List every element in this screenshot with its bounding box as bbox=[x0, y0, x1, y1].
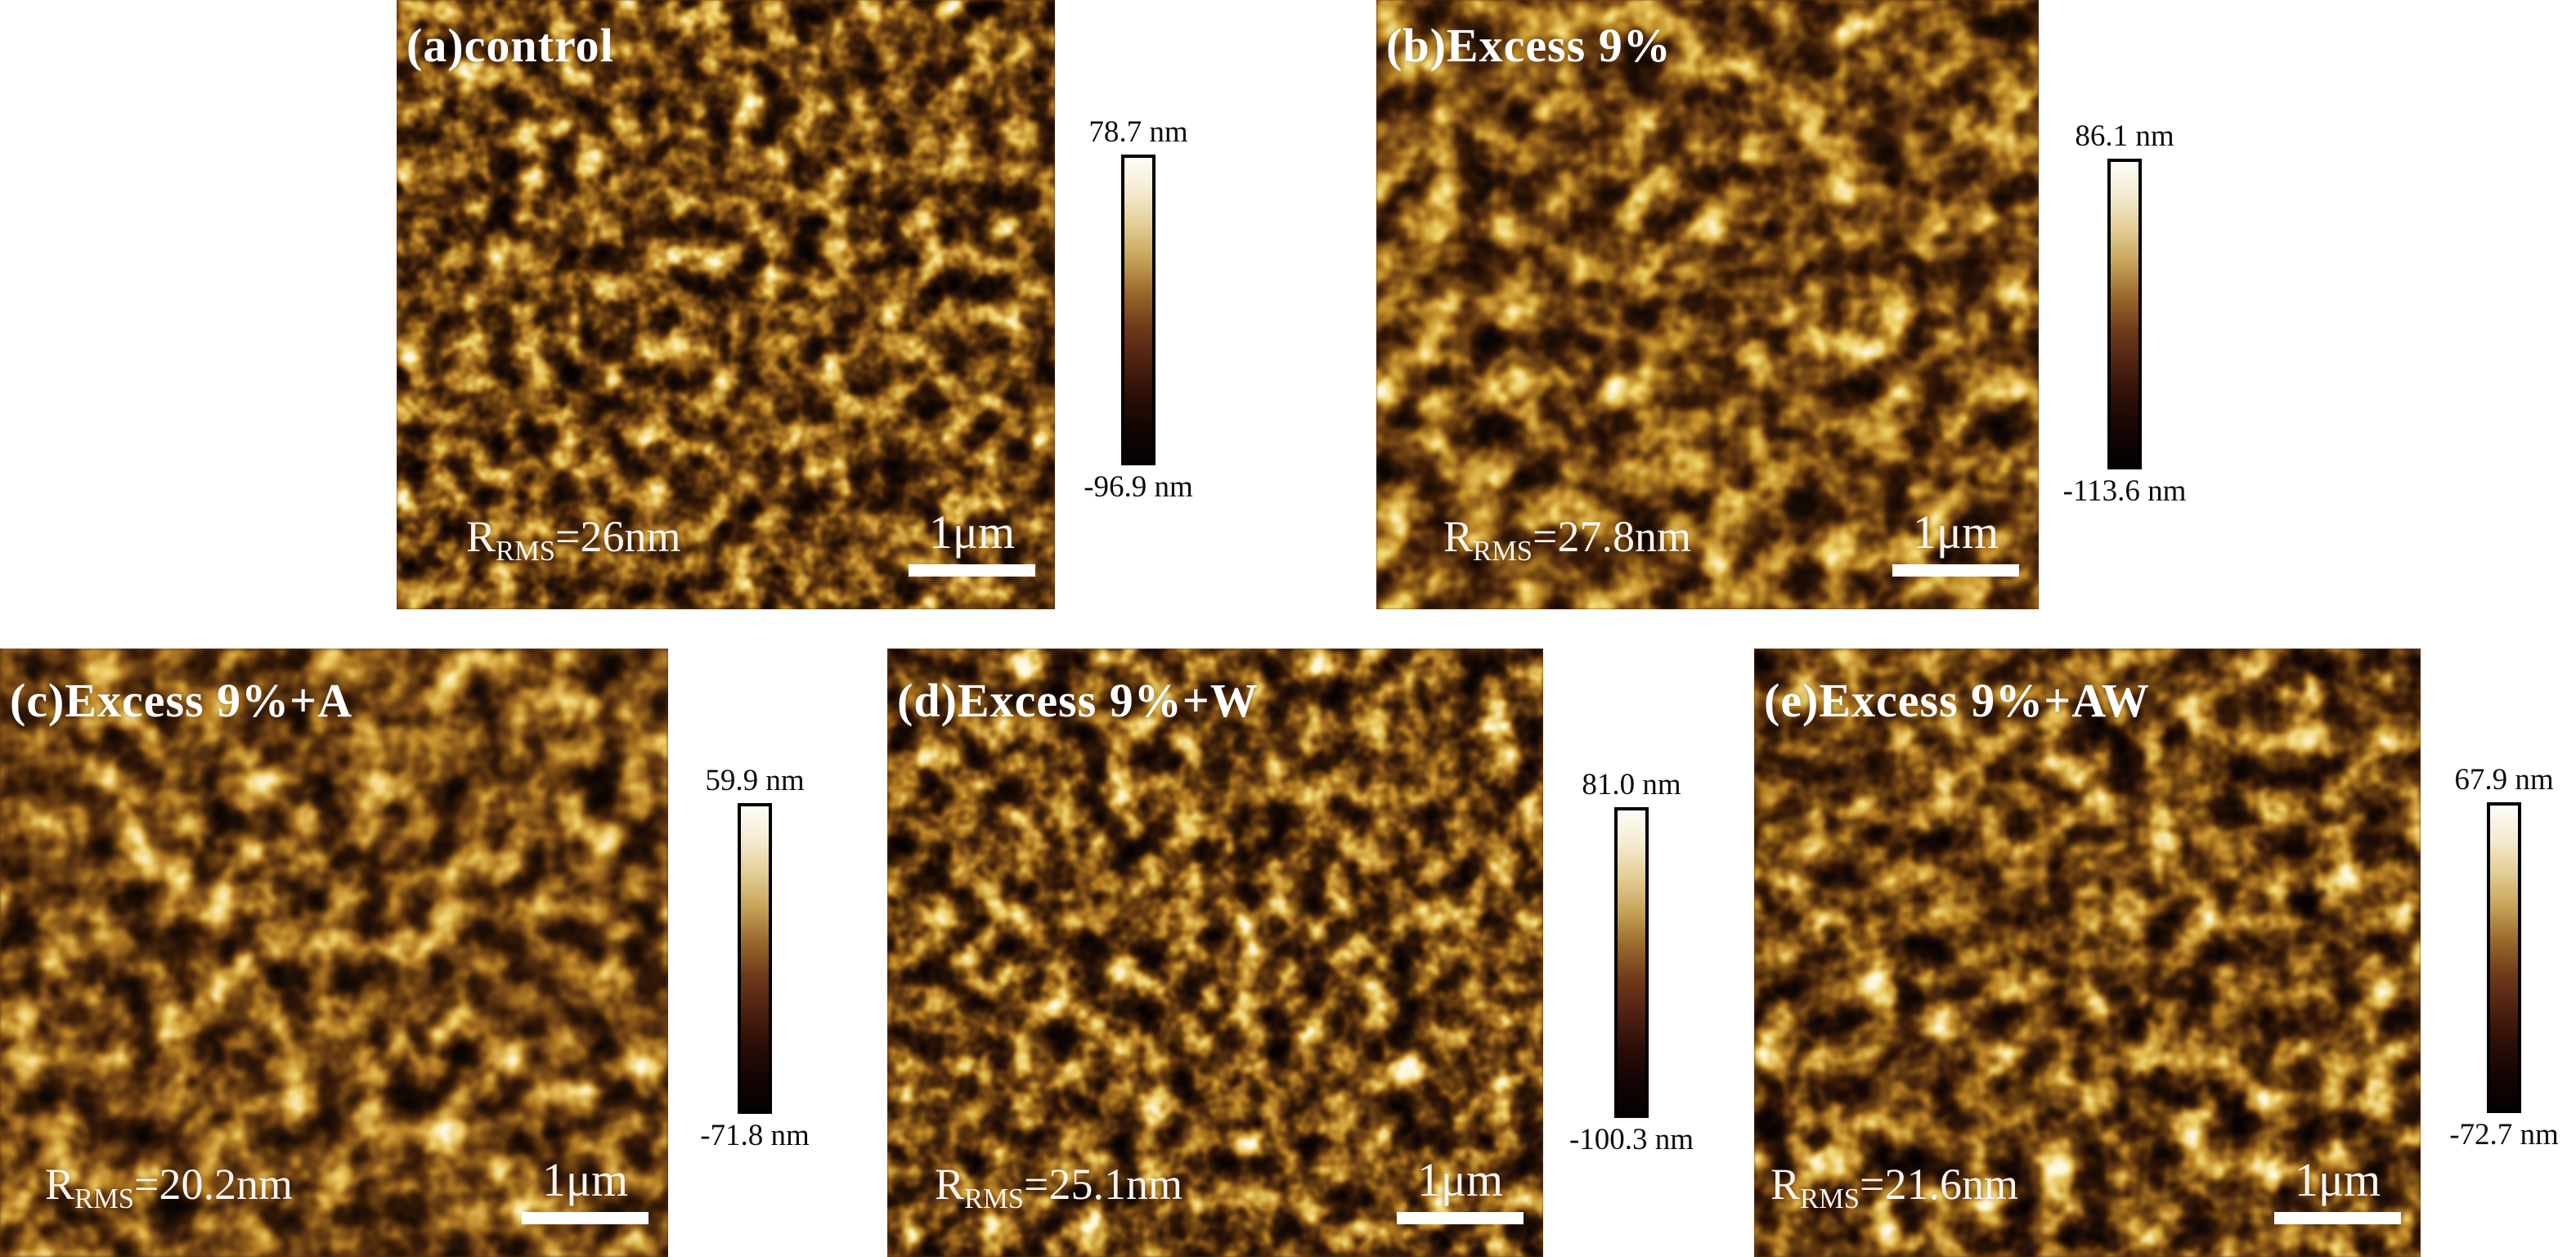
afm-texture-b bbox=[1376, 0, 2039, 609]
scale-bar-line-d bbox=[1397, 1212, 1524, 1224]
colorbar-min-label-c: -71.8 nm bbox=[700, 1119, 810, 1152]
afm-texture-a bbox=[397, 0, 1055, 609]
rms-symbol: R bbox=[1443, 512, 1474, 561]
colorbar-max-label-c: 59.9 nm bbox=[705, 764, 805, 797]
rms-value: =21.6nm bbox=[1860, 1160, 2018, 1209]
colorbar-min-label-d: -100.3 nm bbox=[1568, 1123, 1694, 1156]
colorbar-gradient-b bbox=[2107, 159, 2142, 469]
rms-subscript: RMS bbox=[74, 1183, 135, 1215]
colorbar-min-label-e: -72.7 nm bbox=[2449, 1118, 2559, 1152]
scale-bar-label-c: 1μm bbox=[541, 1153, 629, 1206]
colorbar-min-label-a: -96.9 nm bbox=[1084, 470, 1193, 504]
rms-value: =25.1nm bbox=[1024, 1160, 1183, 1209]
rms-roughness-c: RRMS=20.2nm bbox=[45, 1159, 293, 1213]
scale-bar-group-d: 1μm bbox=[1389, 1156, 1532, 1224]
afm-image-panel-d: (d)Excess 9%+W RRMS=25.1nm 1μm bbox=[887, 649, 1543, 1257]
rms-symbol: R bbox=[45, 1160, 75, 1209]
colorbar-max-label-e: 67.9 nm bbox=[2454, 763, 2554, 797]
colorbar-gradient-c bbox=[738, 803, 772, 1114]
scale-bar-label-b: 1μm bbox=[1912, 505, 1999, 559]
rms-roughness-a: RRMS=26nm bbox=[466, 511, 681, 565]
rms-value: =20.2nm bbox=[134, 1160, 293, 1209]
colorbar-max-label-d: 81.0 nm bbox=[1582, 768, 1681, 801]
rms-value: =27.8nm bbox=[1533, 512, 1691, 561]
scale-bar-label-a: 1μm bbox=[928, 505, 1016, 559]
colorbar-gradient-a bbox=[1121, 155, 1156, 465]
colorbar-e: 67.9 nm -72.7 nm bbox=[2406, 762, 2576, 1153]
panel-label-b: (b)Excess 9% bbox=[1386, 19, 1672, 72]
rms-symbol: R bbox=[935, 1160, 965, 1209]
colorbar-gradient-e bbox=[2487, 802, 2521, 1113]
panel-label-c: (c)Excess 9%+A bbox=[10, 674, 353, 727]
afm-image-panel-a: (a)control RRMS=26nm 1μm bbox=[397, 0, 1055, 609]
colorbar-a: 78.7 nm -96.9 nm bbox=[1040, 114, 1236, 505]
colorbar-c: 59.9 nm -71.8 nm bbox=[657, 763, 853, 1154]
colorbar-min-label-b: -113.6 nm bbox=[2062, 474, 2187, 508]
rms-roughness-d: RRMS=25.1nm bbox=[935, 1159, 1183, 1213]
panel-label-e: (e)Excess 9%+AW bbox=[1764, 674, 2150, 727]
rms-subscript: RMS bbox=[496, 536, 556, 568]
scale-bar-line-c bbox=[522, 1212, 648, 1224]
rms-symbol: R bbox=[466, 512, 496, 561]
colorbar-max-label-b: 86.1 nm bbox=[2075, 119, 2174, 153]
rms-value: =26nm bbox=[555, 512, 681, 561]
rms-symbol: R bbox=[1770, 1160, 1801, 1209]
scale-bar-group-c: 1μm bbox=[514, 1156, 657, 1224]
scale-bar-group-a: 1μm bbox=[900, 509, 1043, 577]
rms-subscript: RMS bbox=[1800, 1183, 1860, 1215]
colorbar-gradient-d bbox=[1614, 807, 1649, 1118]
rms-subscript: RMS bbox=[1473, 536, 1533, 568]
afm-image-panel-c: (c)Excess 9%+A RRMS=20.2nm 1μm bbox=[0, 649, 668, 1257]
colorbar-max-label-a: 78.7 nm bbox=[1088, 115, 1188, 149]
afm-texture-d bbox=[887, 649, 1543, 1257]
scale-bar-line-b bbox=[1892, 564, 2019, 577]
rms-roughness-e: RRMS=21.6nm bbox=[1770, 1159, 2018, 1213]
colorbar-d: 81.0 nm -100.3 nm bbox=[1533, 767, 1730, 1158]
scale-bar-group-e: 1μm bbox=[2266, 1156, 2409, 1224]
afm-texture-e bbox=[1754, 649, 2421, 1257]
afm-image-panel-b: (b)Excess 9% RRMS=27.8nm 1μm bbox=[1376, 0, 2039, 609]
scale-bar-label-e: 1μm bbox=[2294, 1153, 2381, 1206]
scale-bar-label-d: 1μm bbox=[1416, 1153, 1504, 1206]
scale-bar-group-b: 1μm bbox=[1884, 509, 2027, 577]
rms-subscript: RMS bbox=[964, 1183, 1025, 1215]
colorbar-b: 86.1 nm -113.6 nm bbox=[2026, 119, 2223, 510]
rms-roughness-b: RRMS=27.8nm bbox=[1443, 511, 1691, 565]
scale-bar-line-e bbox=[2274, 1212, 2401, 1224]
afm-texture-c bbox=[0, 649, 668, 1257]
scale-bar-line-a bbox=[909, 564, 1035, 577]
panel-label-a: (a)control bbox=[406, 19, 614, 72]
panel-label-d: (d)Excess 9%+W bbox=[897, 674, 1259, 727]
afm-image-panel-e: (e)Excess 9%+AW RRMS=21.6nm 1μm bbox=[1754, 649, 2421, 1257]
